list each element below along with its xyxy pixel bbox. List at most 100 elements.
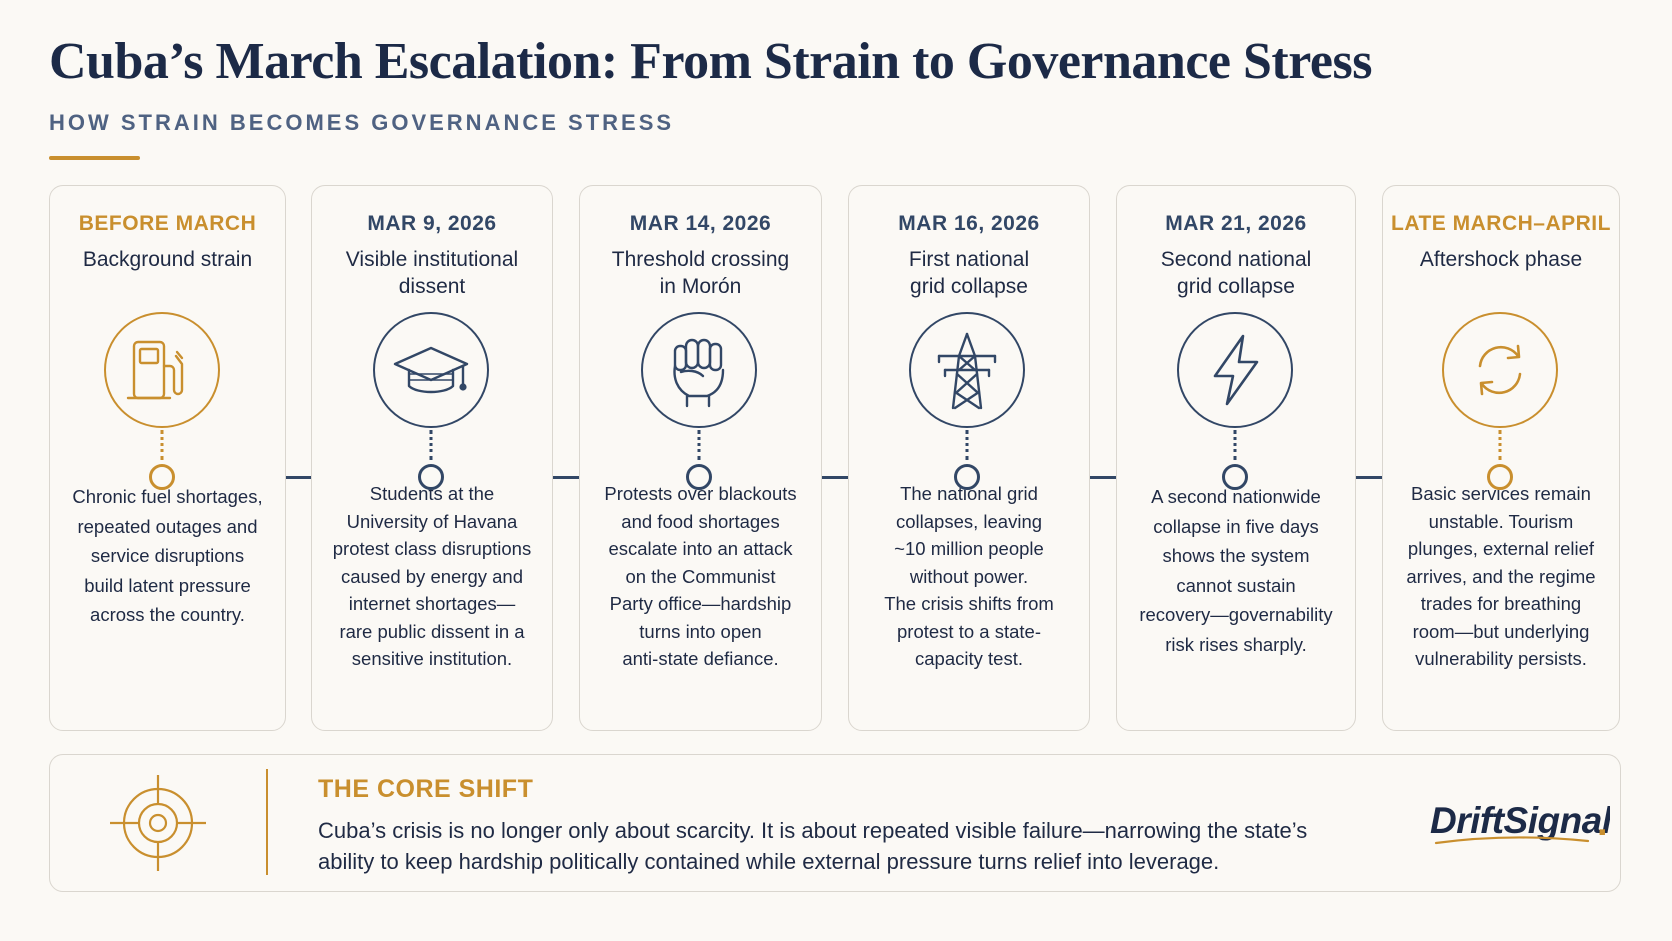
stage-headline: Aftershock phase bbox=[1391, 246, 1611, 273]
stage-headline-line: grid collapse bbox=[1177, 275, 1295, 298]
stage-description-line: service disruptions bbox=[90, 545, 245, 566]
stage-description-line: Party office—hardship bbox=[609, 593, 792, 614]
stage-headline-line: Threshold crossing bbox=[611, 248, 790, 271]
raised-fist-icon bbox=[673, 338, 725, 408]
stage-description-line: vulnerability persists. bbox=[1415, 648, 1587, 669]
stage-icon-badge bbox=[909, 312, 1025, 428]
stage-description-line: cannot sustain bbox=[1176, 574, 1296, 596]
lightning-bolt-icon bbox=[1213, 334, 1259, 406]
stage-description: Basic services remain unstable. Tourism pl… bbox=[1389, 480, 1613, 673]
stage-description-line: The crisis shifts from bbox=[884, 593, 1054, 614]
stage-description-line: Students at the bbox=[369, 483, 495, 504]
stage-description-line: sensitive institution. bbox=[351, 648, 513, 669]
stage-headline: Background strain bbox=[58, 246, 277, 273]
stage-description-line: University of Havana bbox=[346, 510, 518, 532]
stage-description-line: Basic services remain bbox=[1411, 483, 1591, 504]
stage-connector bbox=[1498, 430, 1502, 460]
stage-connector bbox=[965, 430, 969, 460]
stage-date: MAR 14, 2026 bbox=[629, 212, 772, 235]
page-title: Cuba’s March Escalation: From Strain to … bbox=[49, 33, 1372, 90]
stage-description-line: protest class disruptions bbox=[332, 538, 532, 559]
stage-icon-badge bbox=[373, 312, 489, 428]
stage-description-line: across the country. bbox=[90, 604, 245, 625]
graduation-cap-icon bbox=[393, 346, 469, 394]
stage-description-line: capacity test. bbox=[915, 648, 1023, 669]
stage-description-line: turns into open bbox=[639, 620, 762, 642]
stage-headline-line: First national bbox=[908, 248, 1030, 271]
stage-description-line: collapse in five days bbox=[1153, 515, 1319, 537]
stage-headline-line: Background strain bbox=[82, 248, 253, 271]
stage-description-line: trades for breathing bbox=[1420, 593, 1582, 614]
stage-date: MAR 16, 2026 bbox=[898, 212, 1040, 235]
stage-headline-line: in Morón bbox=[659, 275, 742, 298]
stage-description-line: on the Communist bbox=[625, 565, 776, 587]
logo-dot: . bbox=[1597, 802, 1608, 844]
stage-headline: Visible institutional dissent bbox=[320, 246, 544, 300]
timeline-node bbox=[1487, 464, 1513, 490]
stage-headline-line: Visible institutional bbox=[345, 248, 519, 271]
stage-description: The national grid collapses, leaving ~10 m… bbox=[855, 480, 1083, 673]
stage-description: Protests over blackouts and food shortage… bbox=[586, 480, 815, 673]
stage-description-line: A second nationwide bbox=[1151, 486, 1321, 507]
stage-headline: Threshold crossing in Morón bbox=[588, 246, 813, 300]
stage-description-line: unstable. Tourism bbox=[1428, 510, 1574, 532]
stage-description-line: without power. bbox=[909, 565, 1029, 587]
stage-headline-line: Aftershock phase bbox=[1419, 248, 1583, 271]
driftsignals-logo: DriftSignals . bbox=[1430, 800, 1610, 845]
accent-rule bbox=[49, 156, 140, 160]
stage-icon-badge bbox=[641, 312, 757, 428]
core-shift-panel: THE CORE SHIFT Cuba’s crisis is no longe… bbox=[49, 754, 1621, 892]
timeline-node bbox=[418, 464, 444, 490]
stage-description: Students at the University of Havana prote… bbox=[318, 480, 546, 673]
timeline-node bbox=[686, 464, 712, 490]
stage-date: MAR 21, 2026 bbox=[1165, 212, 1307, 235]
stage-description: Chronic fuel shortages, repeated outages … bbox=[56, 482, 279, 630]
stage-headline-line: dissent bbox=[398, 275, 466, 298]
stage-description-line: Chronic fuel shortages, bbox=[72, 486, 263, 507]
cycle-arrows-icon bbox=[1478, 344, 1522, 396]
stage-date: LATE MARCH–APRIL bbox=[1391, 212, 1611, 235]
logo-wordmark: DriftSignals bbox=[1430, 800, 1610, 841]
core-shift-heading: THE CORE SHIFT bbox=[318, 775, 534, 803]
stage-description-line: risk rises sharply. bbox=[1165, 633, 1307, 655]
stage-date: MAR 9, 2026 bbox=[367, 212, 497, 235]
stage-headline: First national grid collapse bbox=[857, 246, 1081, 300]
stage-description-line: rare public dissent in a bbox=[339, 620, 525, 642]
timeline-node bbox=[1222, 464, 1248, 490]
stage-icon-badge bbox=[1177, 312, 1293, 428]
timeline-node bbox=[954, 464, 980, 490]
stage-card: BEFORE MARCH Background strain Chronic fue… bbox=[49, 185, 286, 731]
stage-description-line: Protests over blackouts bbox=[604, 483, 797, 504]
stage-description-line: and food shortages bbox=[621, 510, 780, 532]
transmission-tower-icon bbox=[937, 332, 997, 410]
stage-description-line: room—but underlying bbox=[1412, 620, 1590, 642]
stage-connector bbox=[697, 430, 701, 460]
stage-description-line: collapses, leaving bbox=[895, 510, 1043, 532]
stage-description-line: shows the system bbox=[1162, 545, 1310, 566]
core-shift-text: Cuba’s crisis is no longer only about sc… bbox=[318, 818, 1308, 874]
fuel-pump-icon bbox=[126, 340, 184, 400]
stage-description-line: caused by energy and bbox=[340, 565, 524, 587]
timeline-line-segment bbox=[266, 476, 1384, 479]
stage-headline-line: Second national bbox=[1160, 248, 1312, 271]
stage-description-line: plunges, external relief bbox=[1407, 538, 1595, 559]
stage-description-line: protest to a state- bbox=[897, 620, 1041, 642]
panel-divider bbox=[266, 769, 268, 875]
stage-headline: Second national grid collapse bbox=[1125, 246, 1347, 300]
stage-description-line: recovery—governability bbox=[1139, 604, 1333, 625]
stage-icon-badge bbox=[104, 312, 220, 428]
stage-icon-badge bbox=[1442, 312, 1558, 428]
stage-date: BEFORE MARCH bbox=[78, 212, 257, 235]
stage-description-line: escalate into an attack bbox=[608, 538, 793, 559]
stage-card: MAR 14, 2026 Threshold crossing in Morón Pr… bbox=[579, 185, 822, 731]
stage-connector bbox=[160, 430, 164, 460]
stage-connector bbox=[1233, 430, 1237, 460]
stage-description: A second nationwide collapse in five days… bbox=[1123, 482, 1349, 659]
stage-headline-line: grid collapse bbox=[910, 275, 1028, 298]
stage-description-line: build latent pressure bbox=[84, 574, 251, 596]
stage-description-line: internet shortages— bbox=[348, 593, 516, 614]
stage-card: MAR 16, 2026 First national grid collapse T… bbox=[848, 185, 1090, 731]
stage-description-line: anti-state defiance. bbox=[622, 648, 779, 669]
stage-description-line: The national grid bbox=[900, 483, 1038, 504]
stage-connector bbox=[429, 430, 433, 460]
